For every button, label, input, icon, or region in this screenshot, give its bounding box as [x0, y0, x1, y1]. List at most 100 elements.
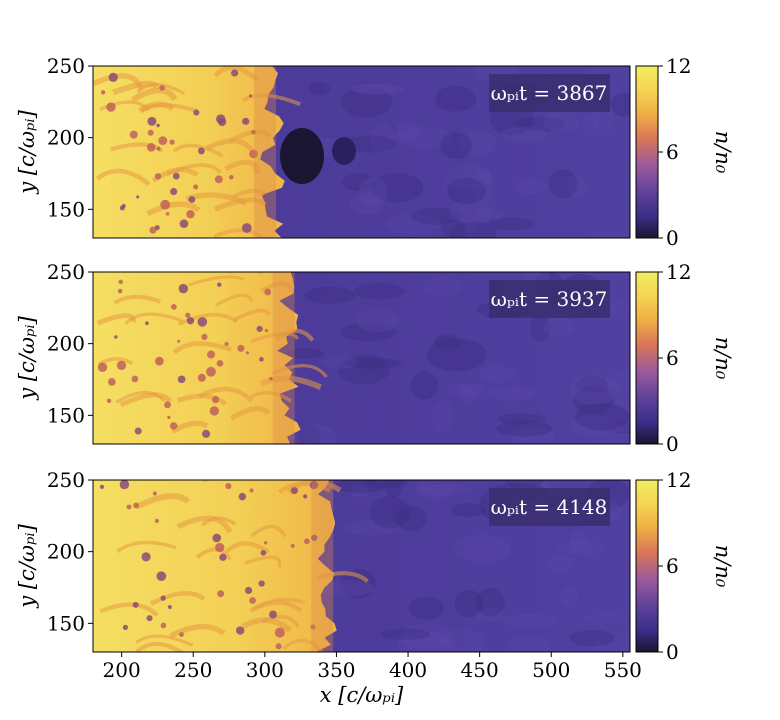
density-hole [258, 580, 265, 587]
density-hole [304, 538, 310, 545]
density-swirl [124, 312, 184, 326]
upstream-fluctuation [529, 315, 551, 342]
density-hole [100, 90, 106, 95]
density-hole [136, 195, 140, 199]
density-swirl [135, 634, 194, 647]
density-swirl [96, 313, 137, 326]
x-tick-label: 200 [103, 658, 141, 682]
density-hole [235, 626, 245, 635]
density-hole [154, 173, 162, 180]
density-hole [152, 491, 157, 496]
density-hole [237, 344, 245, 352]
density-swirl [213, 197, 268, 212]
density-hole [193, 109, 200, 116]
x-tick-label: 550 [604, 658, 642, 682]
upstream-fluctuation [354, 84, 405, 95]
density-hole [147, 116, 157, 126]
upstream-fluctuation [504, 480, 544, 489]
density-swirl [229, 405, 271, 421]
x-tick-label: 300 [246, 658, 284, 682]
upstream-fluctuation [342, 519, 401, 536]
upstream-fluctuation [427, 338, 487, 372]
density-hole [217, 590, 225, 598]
density-hole [146, 615, 153, 622]
upstream-fluctuation [473, 168, 493, 202]
density-swirl [169, 623, 226, 639]
density-hole [169, 422, 178, 430]
density-hole [126, 504, 132, 510]
density-hole [177, 339, 181, 343]
density-hole [131, 375, 139, 383]
upstream-fluctuation [602, 416, 630, 432]
density-swirl [202, 480, 212, 483]
density-hole [132, 601, 139, 608]
upstream-fluctuation [473, 607, 506, 622]
density-swirl [178, 312, 238, 326]
density-hole [121, 203, 126, 209]
density-hole [156, 123, 160, 128]
density-hole [133, 502, 139, 509]
density-hole [241, 223, 252, 233]
density-hole [156, 571, 167, 582]
density-swirl [131, 87, 178, 103]
upstream-fluctuation [510, 426, 555, 444]
density-hole [269, 377, 273, 381]
density-hole [229, 174, 234, 180]
upstream-fluctuation [548, 169, 578, 199]
x-axis-label: x [c/ωₚᵢ] [320, 683, 404, 707]
density-hole [290, 487, 298, 495]
upstream-fluctuation [432, 400, 454, 433]
density-hole [216, 360, 224, 367]
upstream-fluctuation [459, 386, 476, 404]
density-swirl [250, 524, 287, 538]
density-hole [186, 317, 195, 325]
density-swirl [136, 82, 186, 96]
density-hole [117, 288, 123, 294]
colorbar-tick-label: 0 [666, 432, 679, 456]
density-hole [197, 317, 208, 327]
density-swirl [213, 66, 260, 83]
upstream-fluctuation [395, 127, 453, 149]
density-hole [224, 341, 229, 347]
upstream-fluctuation [478, 365, 516, 384]
y-tick-label: 150 [47, 197, 85, 221]
density-swirl [170, 420, 209, 434]
panel-1: ωₚᵢt = 3867 150 200 250 y [c/ωₚᵢ] 0 6 12 n/n₀ [15, 54, 735, 250]
density-hole [147, 129, 154, 136]
density-hole [242, 117, 250, 125]
density-hole [209, 406, 220, 416]
density-swirl [135, 641, 185, 652]
x-tick-label: 250 [174, 658, 212, 682]
upstream-fluctuation [593, 631, 630, 652]
upstream-fluctuation [542, 110, 580, 132]
density-hole [197, 147, 205, 155]
density-swirl [272, 364, 328, 379]
upstream-fluctuation [344, 135, 396, 153]
upstream-fluctuation [400, 623, 452, 650]
colorbar-tick-label: 6 [666, 554, 679, 578]
panel-frame [92, 479, 631, 653]
density-hole [179, 219, 189, 228]
time-label-box [489, 280, 610, 318]
density-hole [249, 597, 256, 604]
upstream-fluctuation [576, 376, 608, 394]
upstream-fluctuation [339, 568, 377, 599]
density-swirl [225, 541, 271, 555]
upstream-fluctuation [298, 424, 320, 444]
density-hole [156, 146, 161, 151]
density-hole [197, 373, 206, 382]
upstream-fluctuation [543, 317, 575, 337]
density-hole [160, 622, 167, 629]
panel-2: ωₚᵢt = 3937 150 200 250 y [c/ωₚᵢ] 0 6 12 n/n₀ [15, 260, 735, 456]
upstream-fluctuation [439, 132, 473, 160]
density-swirl [232, 308, 272, 322]
panel-frame [92, 65, 631, 239]
upstream-fluctuation [614, 396, 630, 411]
density-swirl [172, 341, 233, 355]
colorbar-tick-label: 12 [666, 54, 691, 78]
density-hole [311, 534, 318, 541]
density-hole [249, 488, 254, 493]
upstream-fluctuation [349, 194, 384, 215]
upstream-fluctuation [556, 540, 608, 556]
